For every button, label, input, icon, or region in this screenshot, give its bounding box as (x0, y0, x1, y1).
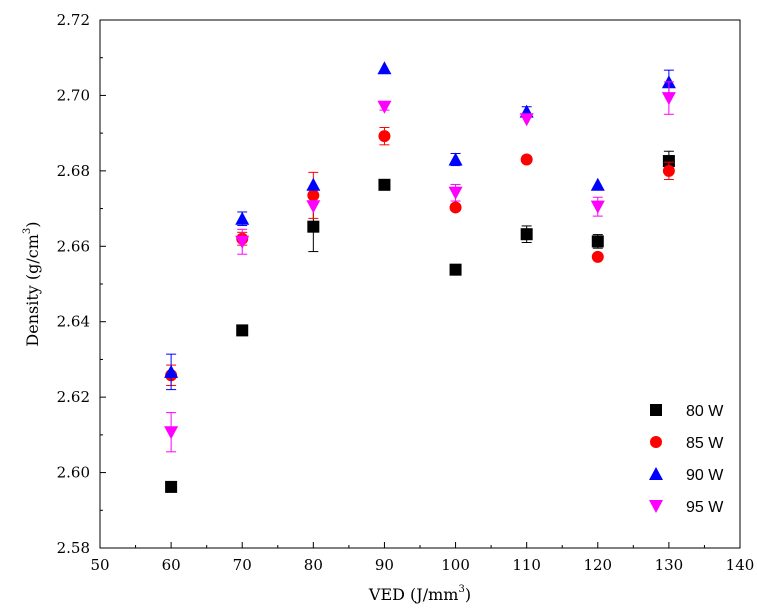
data-point (164, 364, 179, 378)
data-point (449, 201, 462, 214)
legend-marker (650, 436, 662, 448)
data-point (590, 177, 605, 191)
data-point (306, 177, 321, 191)
y-tick-label: 2.66 (57, 237, 90, 255)
data-point (520, 153, 533, 166)
data-point (377, 61, 392, 75)
x-tick-label: 130 (655, 556, 684, 574)
series-90w (164, 61, 676, 391)
data-point (378, 130, 391, 143)
x-tick-label: 100 (441, 556, 470, 574)
legend-label: 90 W (686, 467, 724, 484)
legend-item: 80 W (650, 403, 724, 420)
data-point (590, 200, 605, 214)
data-points (164, 61, 676, 493)
data-point (661, 92, 676, 106)
x-tick-label: 90 (375, 556, 394, 574)
data-point (165, 480, 178, 493)
data-point (662, 155, 675, 168)
x-tick-label: 110 (512, 556, 541, 574)
y-axis-ticks: 2.58 2.60 2.62 2.64 2.66 2.68 2.70 2.72 (57, 11, 106, 557)
legend-label: 85 W (686, 435, 724, 452)
legend-item: 95 W (649, 499, 724, 516)
y-tick-label: 2.60 (57, 464, 90, 482)
data-point (307, 189, 320, 202)
y-axis-title: Density (g/cm3) (22, 221, 42, 346)
x-axis-ticks: 50 60 70 80 90 100 110 120 130 140 (90, 542, 754, 574)
x-tick-label: 60 (162, 556, 181, 574)
data-point (164, 426, 179, 440)
y-tick-label: 2.72 (57, 11, 90, 29)
series-95w (164, 81, 676, 453)
data-point (591, 250, 604, 263)
legend-marker (649, 467, 663, 480)
data-point (235, 211, 250, 225)
y-tick-label: 2.58 (57, 539, 90, 557)
x-tick-label: 140 (726, 556, 755, 574)
data-point (236, 324, 249, 337)
data-point (235, 235, 250, 249)
data-point (662, 164, 675, 177)
x-tick-label: 70 (233, 556, 252, 574)
data-point (449, 263, 462, 276)
y-tick-label: 2.62 (57, 388, 90, 406)
x-tick-label: 120 (583, 556, 612, 574)
data-point (591, 235, 604, 248)
legend-marker (650, 404, 662, 416)
series-85w (165, 126, 675, 386)
x-tick-label: 50 (90, 556, 109, 574)
legend-marker (649, 500, 663, 513)
y-tick-label: 2.64 (57, 313, 90, 331)
data-point (520, 228, 533, 241)
legend-item: 85 W (650, 435, 724, 452)
y-tick-label: 2.70 (57, 86, 90, 104)
data-point (306, 200, 321, 214)
data-point (519, 113, 534, 127)
plot-frame (99, 19, 741, 549)
data-point (448, 152, 463, 166)
x-axis-title: VED (J/mm3) (368, 584, 471, 604)
legend: 80 W 85 W 90 W 95 W (649, 403, 724, 516)
y-tick-label: 2.68 (57, 162, 90, 180)
x-tick-label: 80 (304, 556, 323, 574)
data-point (307, 220, 320, 233)
legend-label: 95 W (686, 499, 724, 516)
data-point (448, 186, 463, 200)
legend-item: 90 W (649, 467, 724, 484)
data-point (377, 100, 392, 114)
legend-label: 80 W (686, 403, 724, 420)
data-point (378, 178, 391, 191)
